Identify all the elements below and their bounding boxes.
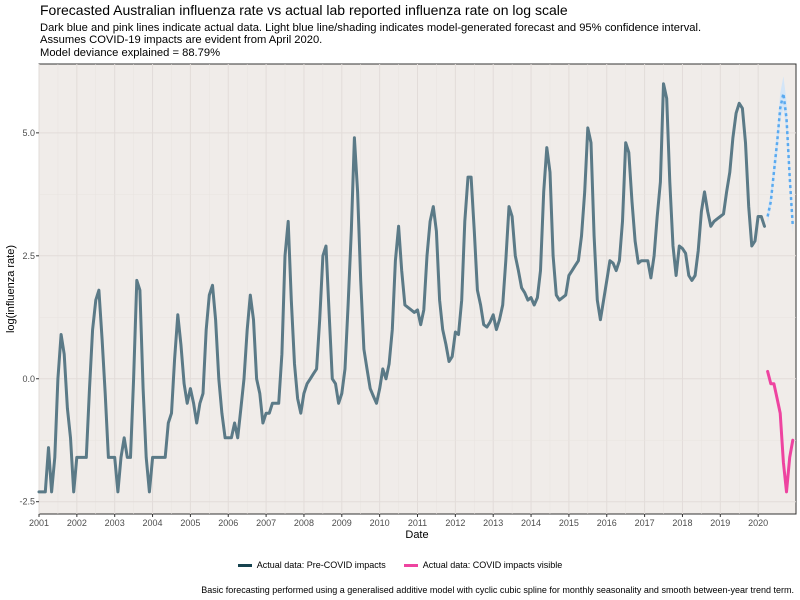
legend-label-covid: Actual data: COVID impacts visible: [422, 560, 563, 570]
y-axis-title: log(influenza rate): [5, 245, 17, 333]
y-tick-label: 2.5: [22, 251, 35, 261]
y-tick-label: 5.0: [22, 128, 35, 138]
legend: Actual data: Pre-COVID impacts Actual da…: [0, 560, 800, 570]
legend-key-covid: [403, 563, 418, 567]
legend-label-pre-covid: Actual data: Pre-COVID impacts: [256, 560, 386, 570]
chart-subtitle: Dark blue and pink lines indicate actual…: [40, 22, 701, 59]
legend-key-pre-covid: [237, 563, 252, 567]
subtitle-line-3: Model deviance explained = 88.79%: [40, 46, 221, 59]
legend-item-pre-covid: Actual data: Pre-COVID impacts: [237, 560, 386, 570]
x-tick-label: 2020: [748, 518, 768, 528]
x-tick-label: 2015: [559, 518, 579, 528]
x-axis-title: Date: [405, 529, 428, 541]
x-tick-label: 2010: [370, 518, 390, 528]
x-axis: 2001 2002 2003 2004 2005 2006 2007 2008 2009 2010…: [29, 514, 768, 528]
x-tick-label: 2011: [408, 518, 427, 528]
x-tick-label: 2005: [180, 518, 200, 528]
x-tick-label: 2006: [218, 518, 238, 528]
chart-caption: Basic forecasting performed using a gene…: [201, 585, 794, 595]
series-line-forecast: [766, 92, 795, 227]
y-tick-label: -2.5: [19, 497, 35, 507]
series-line-covid: [766, 369, 795, 494]
y-axis: -2.5 0.0 2.5 5.0: [19, 128, 39, 507]
grid-lines: [38, 64, 796, 514]
x-tick-label: 2012: [445, 518, 465, 528]
x-tick-label: 2018: [672, 518, 692, 528]
x-tick-label: 2019: [710, 518, 730, 528]
subtitle-line-2: Assumes COVID-19 impacts are evident fro…: [40, 34, 323, 47]
x-tick-label: 2014: [521, 518, 541, 528]
x-tick-label: 2017: [635, 518, 655, 528]
y-tick-label: 0.0: [22, 374, 35, 384]
x-tick-label: 2003: [105, 518, 125, 528]
x-tick-label: 2008: [294, 518, 314, 528]
subtitle-line-1: Dark blue and pink lines indicate actual…: [40, 22, 702, 34]
x-tick-label: 2007: [256, 518, 276, 528]
x-tick-label: 2001: [29, 518, 49, 528]
x-tick-label: 2002: [67, 518, 87, 528]
series-lines: [37, 82, 795, 494]
x-tick-label: 2009: [332, 518, 352, 528]
x-tick-label: 2016: [597, 518, 617, 528]
chart-title: Forecasted Australian influenza rate vs …: [40, 2, 568, 18]
x-tick-label: 2013: [483, 518, 503, 528]
legend-item-covid: Actual data: COVID impacts visible: [403, 560, 563, 570]
x-tick-label: 2004: [143, 518, 163, 528]
series-line-pre-covid: [37, 82, 766, 494]
